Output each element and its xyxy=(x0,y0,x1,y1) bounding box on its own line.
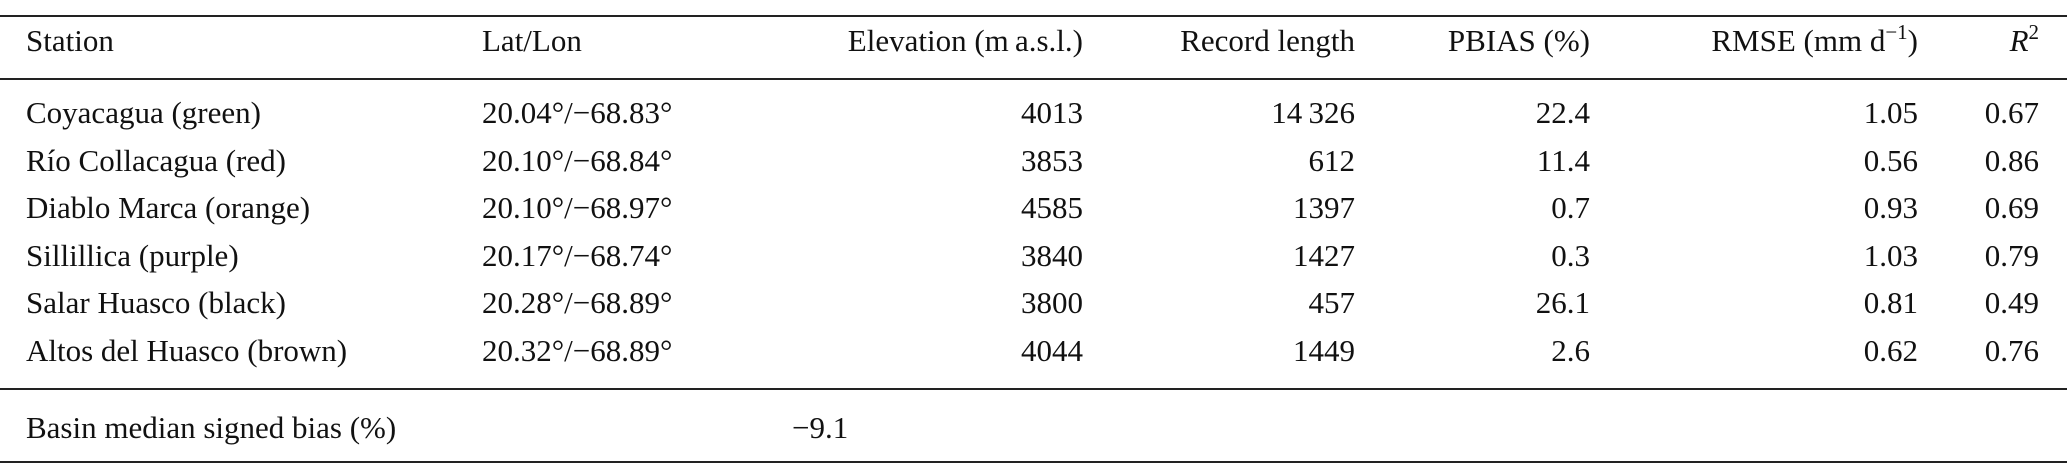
header-text: RMSE (mm d xyxy=(1711,23,1886,58)
table-cell: 1397 xyxy=(1293,190,1355,225)
top-rule xyxy=(0,15,2067,17)
table-cell: 0.49 xyxy=(1984,285,2039,320)
header-text: ) xyxy=(1907,23,1918,58)
footer-rule xyxy=(0,388,2067,390)
table-cell: 0.67 xyxy=(1984,95,2039,130)
table-cell: 26.1 xyxy=(1535,285,1590,320)
table-cell: 1.05 xyxy=(1863,95,1918,130)
header-superscript: 2 xyxy=(2028,20,2040,44)
table-cell: 1.03 xyxy=(1863,237,1918,273)
table-cell: 0.62 xyxy=(1863,332,1918,368)
table-cell: 20.28°/−68.89° xyxy=(482,285,673,320)
table-cell: 0.3 xyxy=(1551,237,1590,273)
table-cell: Río Collacagua (red) xyxy=(26,142,286,178)
header-cell: PBIAS (%) xyxy=(1447,23,1590,58)
table-cell: Altos del Huasco (brown) xyxy=(26,332,348,368)
table-cell: 4013 xyxy=(1021,95,1083,130)
header-rule xyxy=(0,78,2067,80)
table-cell: 20.32°/−68.89° xyxy=(482,332,673,368)
table-cell: 0.7 xyxy=(1551,190,1590,225)
header-cell: RMSE (mm d−1) xyxy=(1711,20,1918,59)
table-cell: 20.04°/−68.83° xyxy=(482,95,673,130)
table-cell: 0.56 xyxy=(1863,142,1918,178)
table-cell: 1449 xyxy=(1293,332,1355,368)
table-cell: 0.81 xyxy=(1863,285,1918,320)
header-cell: R2 xyxy=(2009,20,2040,59)
table-cell: Diablo Marca (orange) xyxy=(26,190,311,225)
table-cell: 3840 xyxy=(1021,237,1083,273)
table-cell: 14 326 xyxy=(1271,95,1355,130)
table-cell: 4585 xyxy=(1021,190,1083,225)
bottom-rule xyxy=(0,461,2067,463)
table-cell: 0.76 xyxy=(1984,332,2039,368)
table-cell: 1427 xyxy=(1293,237,1355,273)
table-cell: 0.93 xyxy=(1863,190,1918,225)
table-cell: Coyacagua (green) xyxy=(26,95,261,130)
table-cell: 0.79 xyxy=(1984,237,2039,273)
table-cell: Salar Huasco (black) xyxy=(26,285,286,320)
table-cell: 3800 xyxy=(1021,285,1083,320)
table-cell: 457 xyxy=(1308,285,1356,320)
header-text: R xyxy=(2009,23,2029,58)
header-cell: Record length xyxy=(1180,23,1355,58)
table-cell: 20.10°/−68.97° xyxy=(482,190,673,225)
table-cell: 20.10°/−68.84° xyxy=(482,142,673,178)
header-cell: Elevation (m a.s.l.) xyxy=(847,23,1083,58)
header-cell: Lat/Lon xyxy=(482,23,582,58)
table-cell: 22.4 xyxy=(1535,95,1590,130)
footer-cell: −9.1 xyxy=(792,410,849,445)
table-cell: Sillillica (purple) xyxy=(26,237,239,273)
header-cell: Station xyxy=(26,23,114,58)
table-cell: 11.4 xyxy=(1536,142,1590,178)
table-cell: 20.17°/−68.74° xyxy=(482,237,673,273)
table-cell: 612 xyxy=(1308,142,1356,178)
table-cell: 3853 xyxy=(1021,142,1083,178)
header-superscript: −1 xyxy=(1885,20,1908,44)
table-cell: 4044 xyxy=(1021,332,1083,368)
table-cell: 0.86 xyxy=(1984,142,2039,178)
table-cell: 2.6 xyxy=(1551,332,1590,368)
table-cell: 0.69 xyxy=(1984,190,2039,225)
footer-cell: Basin median signed bias (%) xyxy=(26,410,397,445)
